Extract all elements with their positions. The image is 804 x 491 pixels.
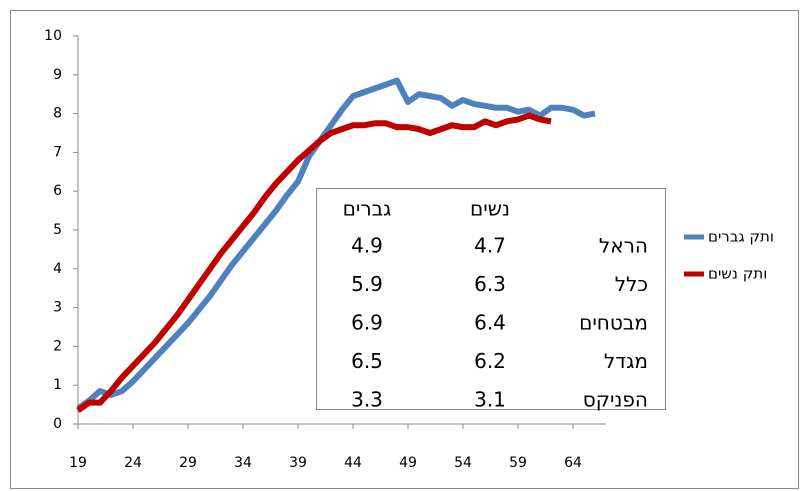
table-header: נשים (470, 197, 510, 221)
table-row-label: מבטחים (579, 311, 648, 335)
table-cell: 5.9 (351, 272, 383, 296)
y-tick-label: 2 (53, 338, 62, 354)
table-cell: 6.3 (474, 272, 506, 296)
table-cell: 4.9 (351, 234, 383, 258)
y-tick-label: 7 (53, 144, 62, 160)
series-line (76, 77, 596, 411)
y-tick-label: 4 (53, 261, 62, 277)
y-tick-label: 9 (53, 67, 62, 83)
x-tick-label: 39 (289, 455, 307, 471)
x-tick-label: 34 (234, 455, 252, 471)
table-box (316, 188, 666, 410)
table-cell: 4.7 (474, 234, 506, 258)
y-tick-label: 5 (53, 222, 62, 238)
x-tick-label: 49 (399, 455, 417, 471)
table-cell: 6.2 (474, 349, 506, 373)
x-tick-label: 24 (124, 455, 142, 471)
table-cell: 3.3 (351, 388, 383, 412)
y-tick-label: 1 (53, 377, 62, 393)
table-cell: 6.5 (351, 349, 383, 373)
table-row-label: הראל (599, 234, 648, 258)
table-row-label: מגדל (604, 349, 648, 373)
y-tick-label: 3 (53, 300, 62, 316)
y-tick-label: 8 (53, 106, 62, 122)
table-cell: 6.9 (351, 311, 383, 335)
y-tick-label: 10 (44, 28, 62, 44)
table-row-label: הפניקס (583, 388, 648, 412)
series-line (76, 112, 552, 413)
table-header: גברים (343, 197, 392, 221)
x-tick-label: 64 (564, 455, 582, 471)
table-cell: 6.4 (474, 311, 506, 335)
x-tick-label: 54 (454, 455, 472, 471)
x-tick-label: 19 (69, 455, 87, 471)
table-row-label: כלל (615, 272, 648, 296)
x-tick-label: 44 (344, 455, 362, 471)
y-tick-label: 0 (53, 416, 62, 432)
y-tick-label: 6 (53, 183, 62, 199)
x-tick-label: 59 (509, 455, 527, 471)
legend-label: ותק גברים (708, 228, 774, 246)
table-cell: 3.1 (474, 388, 506, 412)
x-tick-label: 29 (179, 455, 197, 471)
legend-label: ותק נשים (708, 265, 767, 283)
